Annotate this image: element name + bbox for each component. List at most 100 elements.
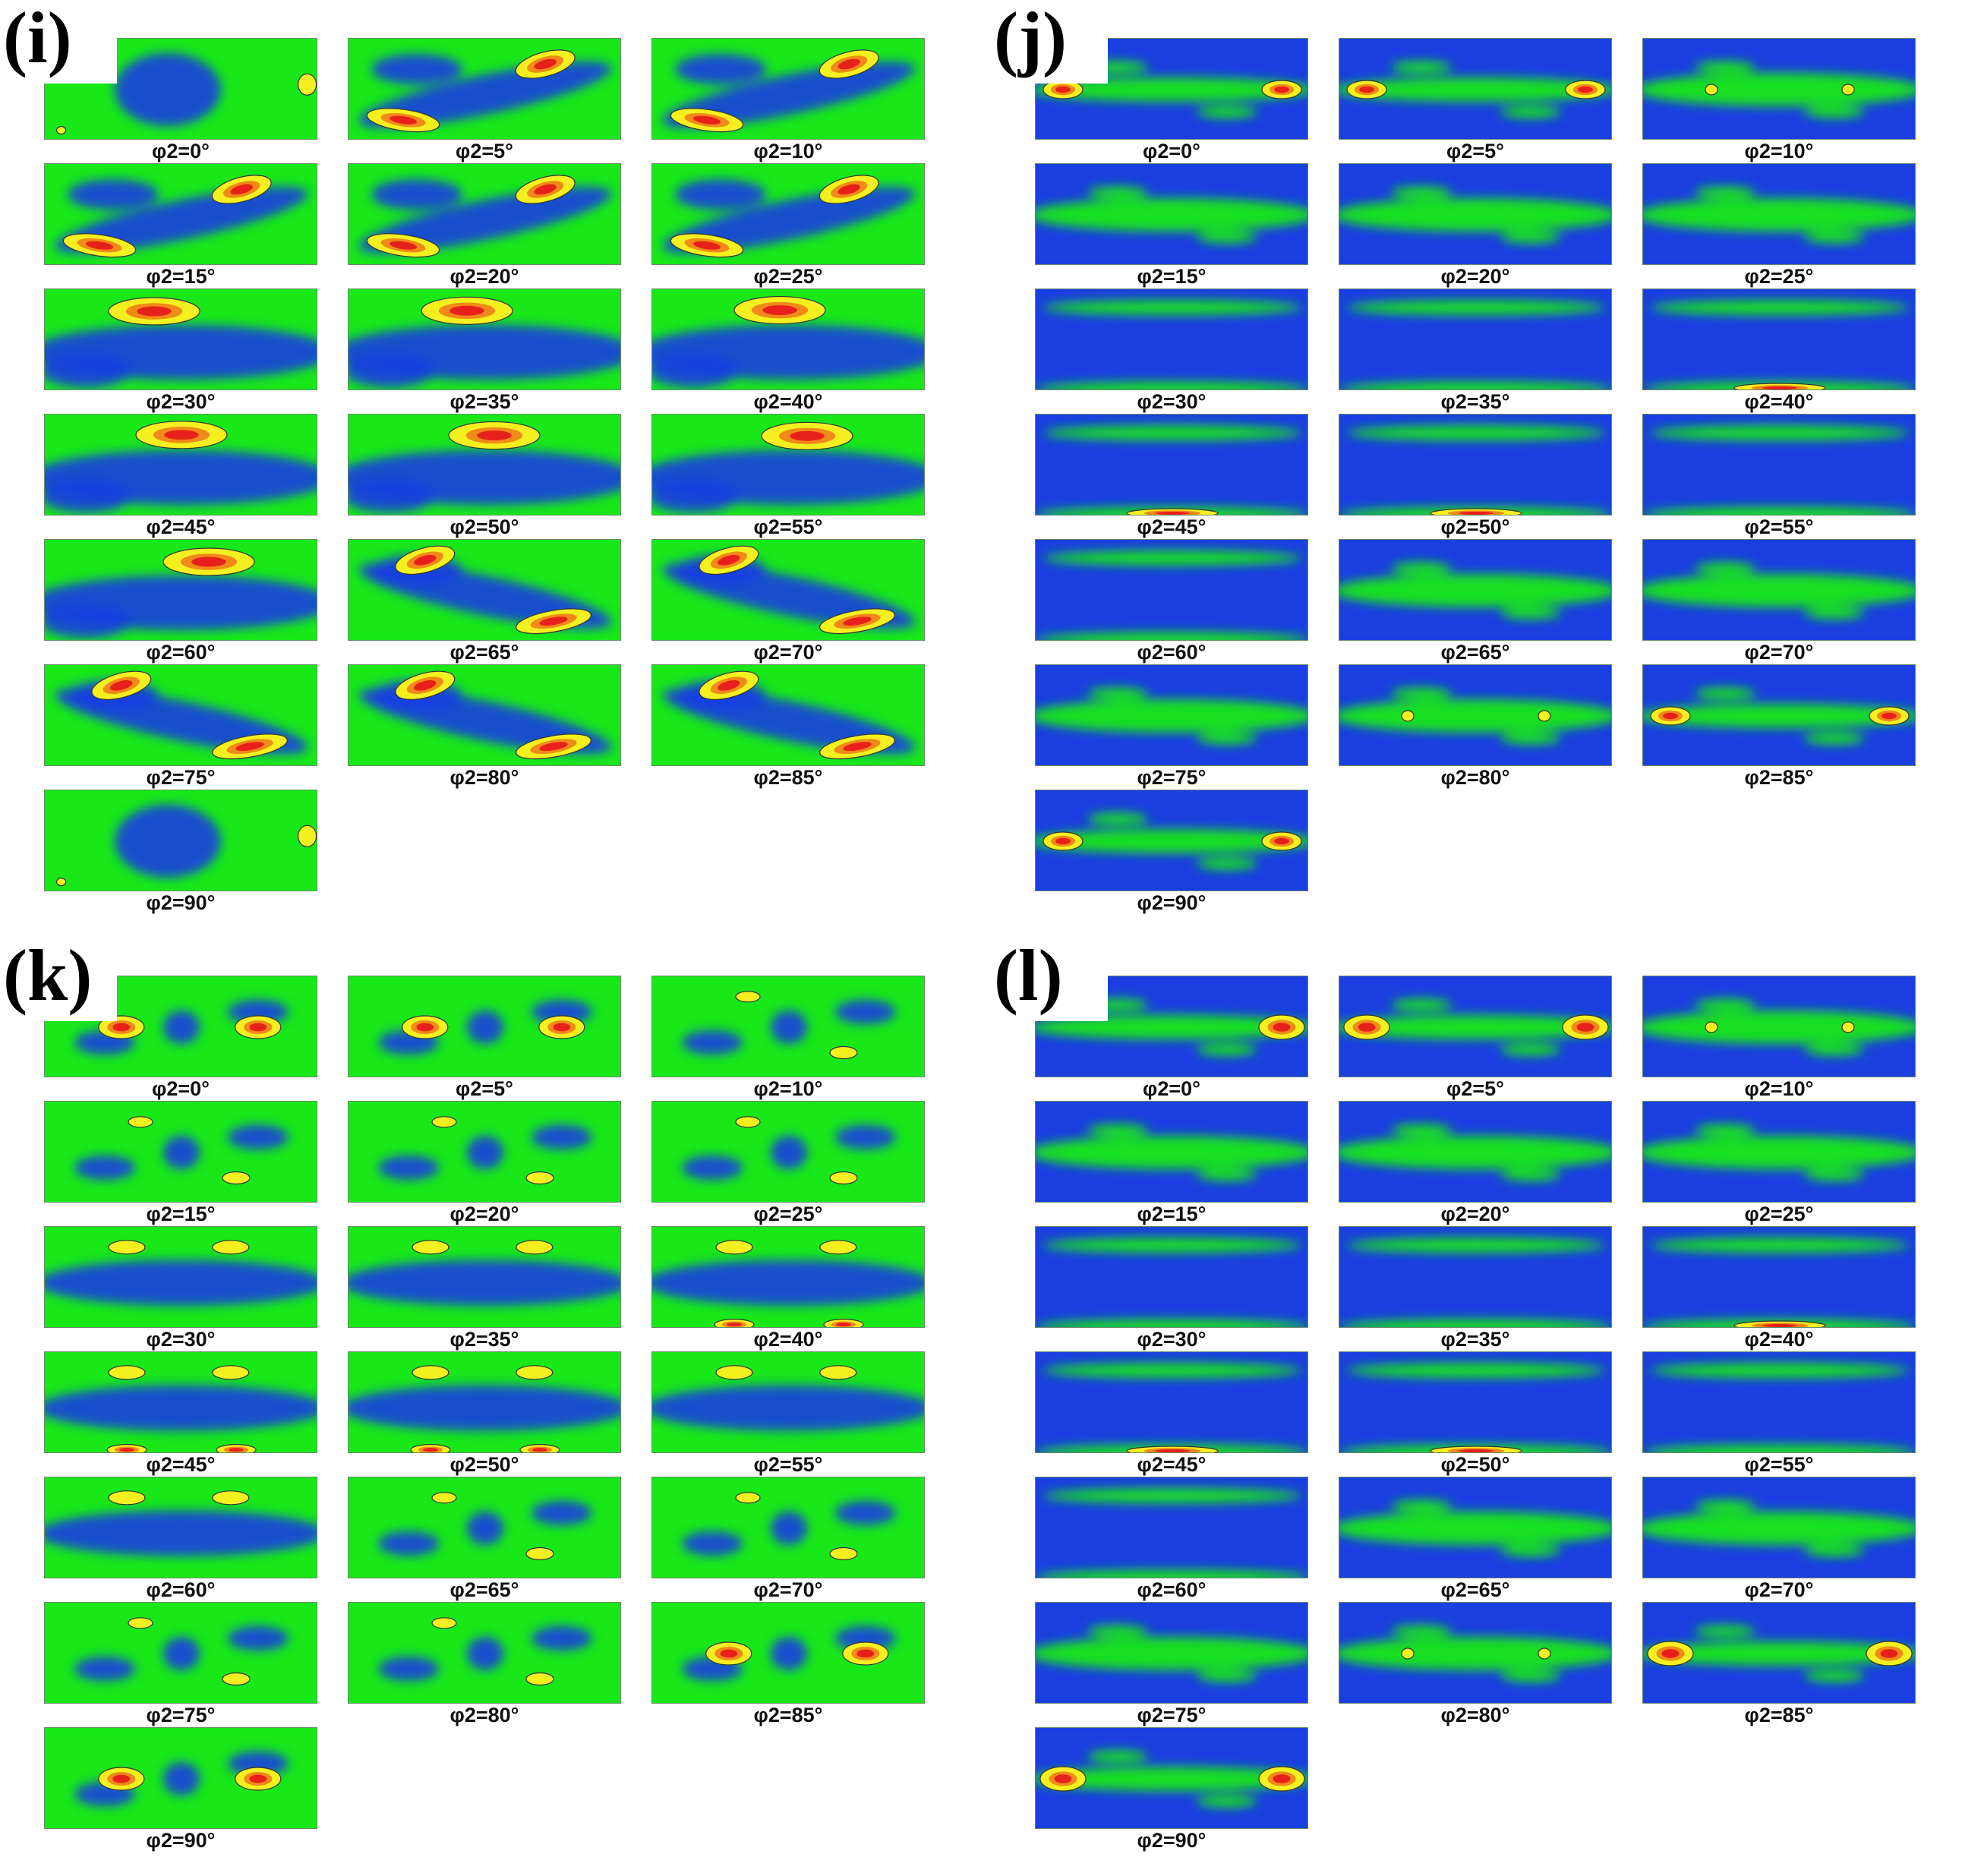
odf-section: φ2=40° (1642, 1226, 1916, 1351)
phi2-caption: φ2=0° (152, 1077, 210, 1100)
odf-section-map (1035, 1101, 1308, 1203)
odf-section: φ2=75° (44, 1602, 317, 1726)
phi2-caption: φ2=65° (1440, 641, 1510, 664)
phi2-caption: φ2=25° (753, 1203, 823, 1225)
odf-section-map (651, 414, 925, 516)
odf-section-map (44, 790, 317, 891)
odf-map (1339, 1603, 1611, 1703)
odf-map (45, 1728, 317, 1828)
odf-section-map (651, 38, 925, 140)
odf-map (45, 976, 317, 1077)
odf-section: φ2=55° (1642, 1351, 1916, 1476)
odf-map (1339, 164, 1611, 264)
odf-section-map (1339, 976, 1612, 1077)
odf-map (1036, 976, 1307, 1077)
odf-map (45, 1352, 317, 1452)
odf-section-map (44, 163, 317, 265)
odf-section: φ2=75° (1035, 1602, 1308, 1726)
odf-map (1036, 1102, 1307, 1202)
odf-section-map (44, 664, 317, 766)
odf-section: φ2=0° (1035, 976, 1308, 1100)
odf-section: φ2=25° (1642, 1101, 1916, 1225)
odf-section-map (651, 288, 925, 390)
odf-map (1643, 1352, 1915, 1452)
odf-map (45, 1227, 317, 1327)
phi2-caption: φ2=80° (449, 766, 519, 789)
odf-map (45, 1603, 317, 1703)
odf-section: φ2=45° (44, 1351, 317, 1476)
odf-map (1643, 1477, 1915, 1578)
odf-section: φ2=0° (44, 38, 317, 162)
odf-section: φ2=10° (651, 38, 925, 162)
odf-section: φ2=75° (44, 664, 317, 789)
odf-map (652, 1352, 924, 1452)
odf-section-map (651, 539, 925, 641)
odf-section-map (651, 1477, 925, 1578)
odf-section: φ2=5° (348, 38, 621, 162)
odf-map (652, 289, 924, 389)
odf-section-map (1642, 288, 1916, 390)
odf-section: φ2=5° (1339, 38, 1612, 162)
odf-section-map (1339, 38, 1612, 140)
odf-section-map (1642, 1351, 1916, 1453)
odf-map (1036, 289, 1307, 389)
odf-map (349, 1352, 620, 1452)
odf-section: φ2=15° (44, 163, 317, 288)
phi2-caption: φ2=60° (146, 641, 216, 664)
odf-map (45, 415, 317, 515)
odf-section: φ2=70° (651, 1477, 925, 1601)
phi2-caption: φ2=65° (449, 1578, 519, 1601)
phi2-caption: φ2=20° (1440, 265, 1510, 288)
odf-section-map (1035, 414, 1308, 516)
odf-section-map (348, 1351, 621, 1453)
odf-section-map (44, 539, 317, 641)
odf-section: φ2=70° (651, 539, 925, 664)
phi2-caption: φ2=55° (753, 516, 823, 538)
odf-section: φ2=70° (1642, 539, 1916, 664)
odf-map (652, 540, 924, 640)
phi2-caption: φ2=50° (449, 516, 519, 538)
phi2-caption: φ2=25° (1744, 1203, 1814, 1225)
odf-map (1036, 415, 1307, 515)
phi2-caption: φ2=10° (1744, 140, 1814, 162)
odf-section-map (44, 1101, 317, 1203)
odf-section-map (1642, 539, 1916, 641)
odf-map (1643, 39, 1915, 139)
phi2-caption: φ2=90° (146, 891, 216, 914)
odf-section-map (348, 414, 621, 516)
phi2-caption: φ2=10° (753, 1077, 823, 1100)
odf-section-map (1339, 539, 1612, 641)
odf-section-map (348, 976, 621, 1077)
phi2-caption: φ2=85° (753, 766, 823, 789)
phi2-caption: φ2=55° (1744, 516, 1814, 538)
odf-section: φ2=65° (348, 1477, 621, 1601)
phi2-caption: φ2=75° (146, 766, 216, 789)
odf-section-map (1339, 1602, 1612, 1704)
odf-section-map (1035, 1226, 1308, 1328)
odf-section: φ2=15° (44, 1101, 317, 1225)
phi2-caption: φ2=0° (1143, 140, 1200, 162)
odf-section: φ2=90° (1035, 790, 1308, 914)
phi2-caption: φ2=30° (146, 1328, 216, 1351)
phi2-caption: φ2=50° (449, 1453, 519, 1476)
phi2-caption: φ2=55° (753, 1453, 823, 1476)
odf-map (652, 164, 924, 264)
odf-section: φ2=50° (348, 414, 621, 538)
odf-section-map (1339, 1351, 1612, 1453)
phi2-caption: φ2=10° (1744, 1077, 1814, 1100)
odf-map (349, 1227, 620, 1327)
phi2-caption: φ2=70° (753, 641, 823, 664)
phi2-caption: φ2=90° (1137, 1829, 1206, 1852)
phi2-caption: φ2=10° (753, 140, 823, 162)
phi2-caption: φ2=0° (1143, 1077, 1200, 1100)
phi2-caption: φ2=45° (1137, 1453, 1206, 1476)
odf-section: φ2=30° (44, 288, 317, 413)
phi2-caption: φ2=90° (1137, 891, 1206, 914)
phi2-caption: φ2=80° (1440, 1704, 1510, 1726)
odf-map (45, 1477, 317, 1578)
phi2-caption: φ2=40° (753, 390, 823, 413)
odf-section-map (1642, 414, 1916, 516)
phi2-caption: φ2=45° (1137, 516, 1206, 538)
odf-section: φ2=0° (44, 976, 317, 1100)
odf-section: φ2=80° (1339, 1602, 1612, 1726)
